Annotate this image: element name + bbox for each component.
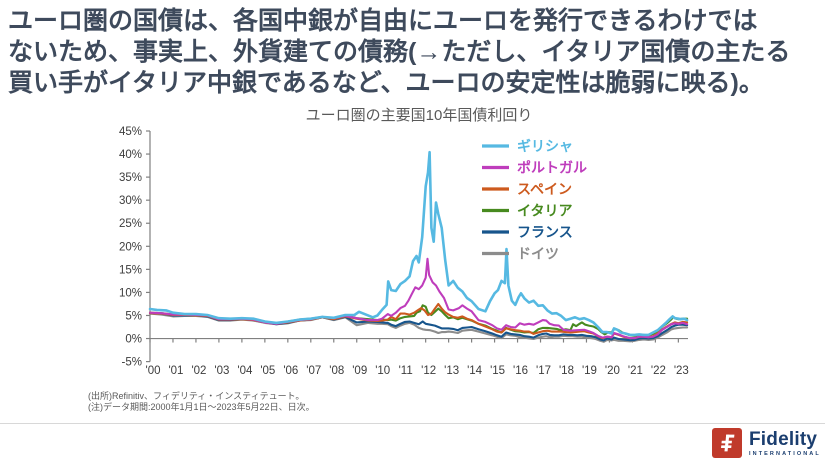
y-tick-label: 40%: [119, 149, 142, 161]
legend-label-ポルトガル: ポルトガル: [517, 160, 587, 176]
x-tick-label: '17: [536, 365, 551, 377]
y-tick-label: 15%: [119, 264, 142, 276]
legend-label-イタリア: イタリア: [517, 203, 572, 219]
chart-svg: 45% 40% 35% 30% 25% 20% 15% 10% 5% 0% -5% '00 '01 '02…: [119, 126, 689, 377]
footer-divider: [0, 423, 825, 424]
legend-label-スペイン: スペイン: [517, 181, 572, 197]
legend-label-ギリシャ: ギリシャ: [517, 138, 573, 154]
x-tick-label: '05: [260, 365, 275, 377]
fidelity-wordmark: Fidelity: [749, 428, 818, 450]
legend-label-ドイツ: ドイツ: [517, 246, 559, 262]
x-tick-label: '10: [375, 365, 390, 377]
x-tick-label: '06: [283, 365, 298, 377]
x-tick-label: '04: [237, 365, 253, 377]
headline: ユーロ圏の国債は、各国中銀が自由にユーロを発行できるわけでは ないため、事実上、…: [8, 6, 820, 99]
chart-title: ユーロ圏の主要国10年国債利回り: [305, 107, 533, 124]
fidelity-international-label: INTERNATIONAL: [749, 450, 821, 457]
y-tick-label: 35%: [119, 172, 142, 184]
headline-line-2: ないため、事実上、外貨建ての債務(→ただし、イタリア国債の主たる: [8, 38, 791, 66]
y-tick-label: 20%: [119, 241, 142, 253]
footnote-source: (出所)Refinitiv、フィデリティ・インスティテュート。: [88, 391, 305, 401]
x-tick-label: '13: [444, 365, 459, 377]
x-tick-label: '03: [214, 365, 229, 377]
x-tick-label: '20: [605, 365, 620, 377]
x-tick-label: '11: [399, 365, 413, 377]
x-tick-label: '01: [168, 365, 183, 377]
x-tick-label: '14: [467, 365, 483, 377]
legend-label-フランス: フランス: [517, 224, 573, 240]
x-tick-label: '18: [559, 365, 574, 377]
fidelity-logo: Fidelity INTERNATIONAL: [712, 428, 821, 458]
chart-line-ポルトガル: [148, 257, 689, 340]
y-tick-label: -5%: [122, 357, 142, 369]
y-tick-label: 5%: [125, 310, 142, 322]
x-tick-label: '09: [352, 365, 367, 377]
fidelity-f-icon: [712, 428, 742, 458]
x-tick-label: '15: [490, 365, 505, 377]
x-tick-label: '23: [674, 365, 689, 377]
y-tick-label: 0%: [125, 334, 142, 346]
x-tick-label: '12: [421, 365, 436, 377]
x-tick-label: '08: [329, 365, 344, 377]
x-tick-label: '21: [628, 365, 643, 377]
x-tick-label: '19: [582, 365, 597, 377]
y-tick-label: 10%: [119, 287, 142, 299]
chart-line-ギリシャ: [148, 150, 689, 337]
x-tick-label: '02: [191, 365, 206, 377]
footnote-period: (注)データ期間:2000年1月1日～2023年5月22日、日次。: [88, 402, 315, 412]
x-tick-label: '07: [306, 365, 321, 377]
headline-line-3: 買い手がイタリア中銀であるなど、ユーロの安定性は脆弱に映る)。: [8, 69, 764, 97]
y-tick-label: 25%: [119, 218, 142, 230]
y-tick-label: 45%: [119, 126, 142, 138]
x-tick-label: '22: [651, 365, 666, 377]
y-tick-label: 30%: [119, 195, 142, 207]
x-tick-label: '00: [146, 365, 161, 377]
headline-line-1: ユーロ圏の国債は、各国中銀が自由にユーロを発行できるわけでは: [8, 7, 758, 35]
x-tick-label: '16: [513, 365, 528, 377]
